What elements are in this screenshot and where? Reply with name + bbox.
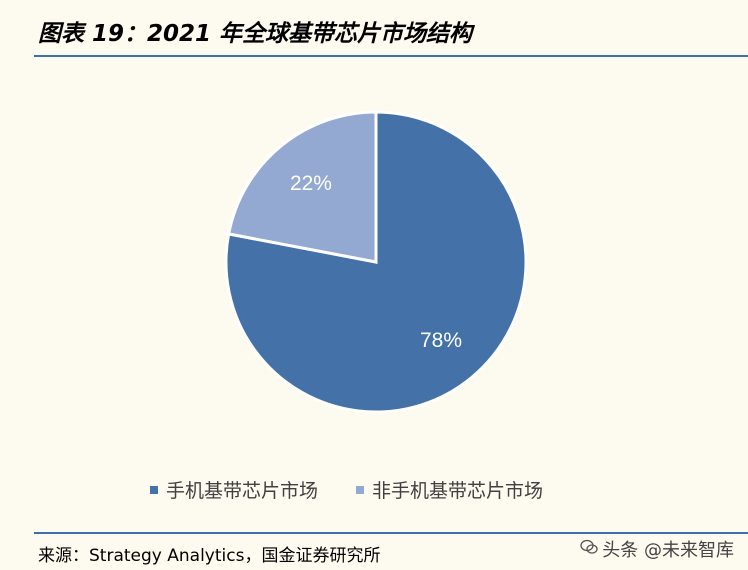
legend-label-mobile: 手机基带芯片市场 <box>166 480 319 502</box>
watermark-text: 头条 @未来智库 <box>602 540 734 561</box>
watermark: 头条 @未来智库 <box>580 536 734 562</box>
pie-slice-mobile <box>224 110 528 414</box>
source-rule <box>34 532 748 534</box>
wechat-icon <box>580 539 598 560</box>
legend-label-non-mobile: 非手机基带芯片市场 <box>372 480 544 502</box>
legend-swatch-mobile <box>150 485 158 494</box>
pie-slice-non-mobile <box>226 110 378 264</box>
data-label-non-mobile: 22% <box>290 172 332 195</box>
source-note: 来源：Strategy Analytics，国金证券研究所 <box>38 546 381 566</box>
legend-swatch-non-mobile <box>356 485 365 494</box>
legend-item-non-mobile: 非手机基带芯片市场 <box>356 476 543 503</box>
pie-chart: 78% 22% <box>224 110 528 414</box>
data-label-mobile: 78% <box>420 329 462 352</box>
legend-item-mobile: 手机基带芯片市场 <box>150 476 318 503</box>
figure-title: 图表 19：2021 年全球基带芯片市场结构 <box>38 21 473 47</box>
title-rule <box>34 55 748 57</box>
chart-legend: 手机基带芯片市场 非手机基带芯片市场 <box>150 476 543 503</box>
